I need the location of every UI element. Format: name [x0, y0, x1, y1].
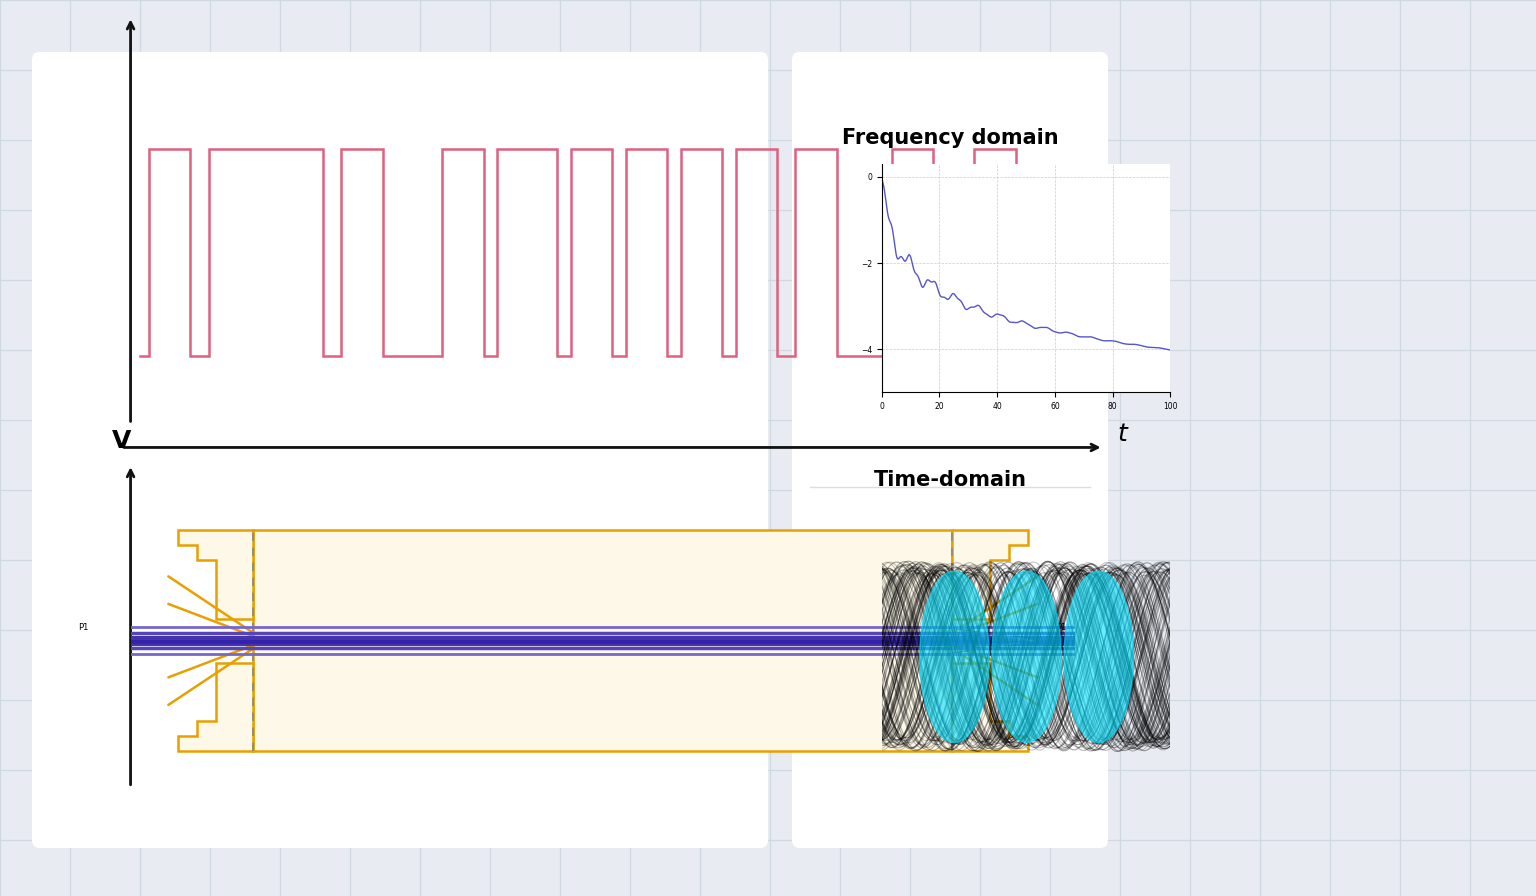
Polygon shape: [178, 530, 253, 618]
Polygon shape: [952, 663, 1028, 751]
Polygon shape: [178, 663, 253, 751]
Text: t: t: [1118, 422, 1127, 446]
Text: V: V: [112, 429, 131, 453]
Text: P1: P1: [78, 623, 89, 632]
Text: Frequency domain: Frequency domain: [842, 128, 1058, 148]
Polygon shape: [952, 530, 1028, 618]
Bar: [253, 530, 952, 751]
Text: V: V: [106, 0, 126, 4]
FancyBboxPatch shape: [793, 52, 1107, 848]
Text: Time-domain: Time-domain: [874, 470, 1026, 490]
Text: P1: P1: [1057, 623, 1066, 632]
FancyBboxPatch shape: [32, 52, 768, 848]
